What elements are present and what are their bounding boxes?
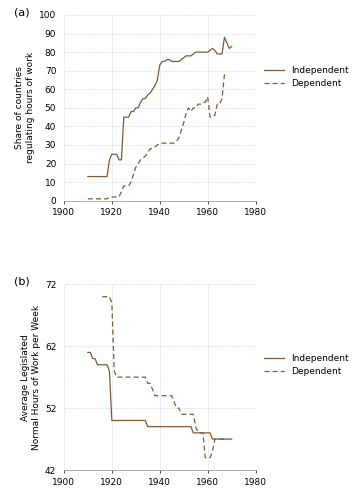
Dependent xyxy=(186,105,191,111)
Independent xyxy=(86,350,90,356)
Independent xyxy=(86,174,90,180)
Independent xyxy=(222,34,226,40)
Line: Independent: Independent xyxy=(88,352,231,439)
Dependent xyxy=(86,196,90,202)
Dependent xyxy=(179,412,184,418)
Dependent xyxy=(203,454,207,460)
Dependent xyxy=(100,294,104,300)
Independent xyxy=(136,418,140,424)
Independent xyxy=(172,424,176,430)
Independent xyxy=(172,58,176,64)
Dependent xyxy=(100,196,104,202)
Dependent xyxy=(91,196,95,202)
Line: Independent: Independent xyxy=(88,38,231,176)
Independent xyxy=(162,58,166,64)
Independent xyxy=(136,105,140,111)
Legend: Independent, Dependent: Independent, Dependent xyxy=(264,66,349,88)
Line: Dependent: Dependent xyxy=(102,296,227,458)
Independent xyxy=(114,418,119,424)
Dependent xyxy=(107,194,111,200)
Text: (a): (a) xyxy=(14,8,30,18)
Dependent xyxy=(225,70,229,75)
Dependent xyxy=(122,183,126,189)
Independent xyxy=(213,436,217,442)
Independent xyxy=(210,46,214,52)
Text: (b): (b) xyxy=(14,277,30,287)
Independent xyxy=(229,44,234,50)
Independent xyxy=(229,436,234,442)
Dependent xyxy=(172,399,176,405)
Independent xyxy=(119,418,124,424)
Dependent xyxy=(225,436,229,442)
Independent xyxy=(119,157,124,163)
Dependent xyxy=(213,436,217,442)
Legend: Independent, Dependent: Independent, Dependent xyxy=(264,354,349,376)
Independent xyxy=(162,424,166,430)
Dependent xyxy=(133,374,138,380)
Independent xyxy=(114,152,119,158)
Y-axis label: Average Legislated
Normal Hours of Work per Week: Average Legislated Normal Hours of Work … xyxy=(21,304,41,450)
Y-axis label: Share of countries
regulating hours of work: Share of countries regulating hours of w… xyxy=(16,52,35,164)
Dependent xyxy=(196,430,200,436)
Independent xyxy=(210,436,214,442)
Line: Dependent: Dependent xyxy=(88,72,227,199)
Dependent xyxy=(158,140,162,146)
Dependent xyxy=(174,405,179,411)
